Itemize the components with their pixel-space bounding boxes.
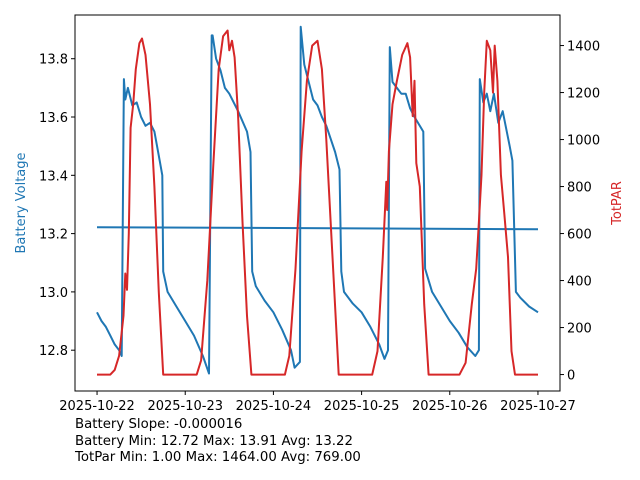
- series-line-battery-trend: [96, 226, 539, 231]
- stats-block: Battery Slope: -0.000016 Battery Min: 12…: [75, 417, 361, 467]
- right-y-tick-label: 800: [567, 181, 592, 196]
- right-y-tick-label: 1400: [567, 40, 600, 55]
- left-y-tick-label: 12.8: [39, 344, 68, 359]
- series-layer: [96, 25, 539, 376]
- x-tick-label: 2025-10-24: [236, 399, 312, 414]
- left-y-tick-label: 13.6: [39, 111, 68, 126]
- axes-layer: 2025-10-22 2025-10-23 2025-10-24 2025-10-25…: [39, 40, 600, 414]
- battery-slope-text: Battery Slope: -0.000016: [75, 417, 243, 432]
- left-y-tick-label: 13.4: [39, 169, 68, 184]
- right-axis-label: TotPAR: [610, 181, 625, 226]
- right-y-tick-label: 1000: [567, 134, 600, 149]
- x-tick-label: 2025-10-23: [147, 399, 223, 414]
- series-line-totpar: [97, 29, 538, 376]
- right-y-tick-label: 600: [567, 228, 592, 243]
- x-tick-label: 2025-10-27: [500, 399, 576, 414]
- battery-stats-text: Battery Min: 12.72 Max: 13.91 Avg: 13.22: [75, 433, 353, 449]
- right-y-tick-label: 200: [567, 322, 592, 337]
- right-y-tick-label: 0: [567, 369, 575, 384]
- x-tick-label: 2025-10-25: [324, 399, 400, 414]
- x-tick-label: 2025-10-26: [412, 399, 488, 414]
- totpar-stats-text: TotPar Min: 1.00 Max: 1464.00 Avg: 769.0…: [75, 450, 361, 465]
- plot-frame: [74, 14, 561, 392]
- left-y-tick-label: 13.2: [39, 228, 68, 243]
- left-y-tick-label: 13.8: [39, 53, 68, 68]
- x-tick-label: 2025-10-22: [59, 399, 135, 414]
- right-y-tick-label: 1200: [567, 87, 600, 102]
- series-line-battery-voltage: [96, 25, 539, 375]
- left-axis-label: Battery Voltage: [14, 152, 29, 253]
- left-y-tick-label: 13.0: [39, 286, 68, 301]
- right-y-tick-label: 400: [567, 275, 592, 290]
